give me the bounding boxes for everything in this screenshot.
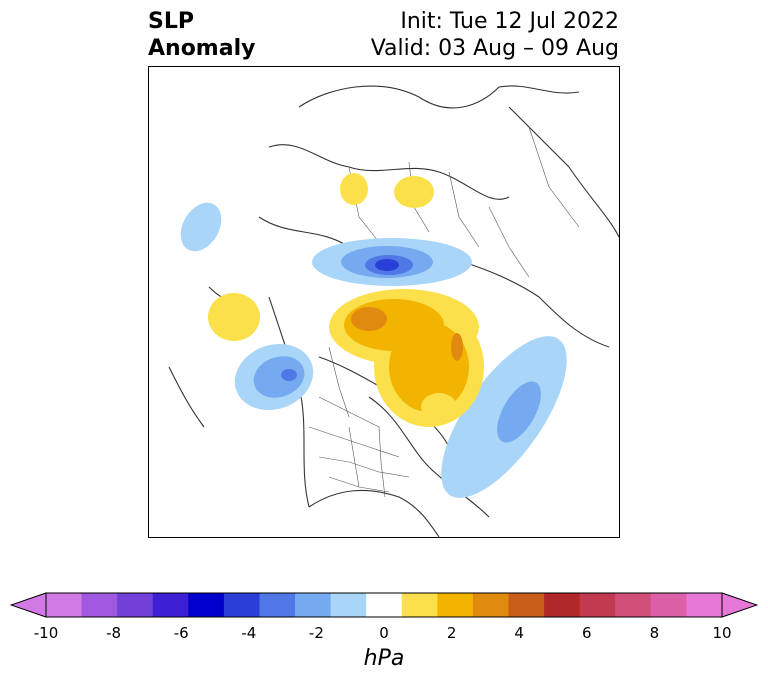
title-right: Init: Tue 12 Jul 2022 Valid: 03 Aug – 09… [371, 8, 619, 62]
colorbar-segment [366, 593, 403, 617]
valid-range: Valid: 03 Aug – 09 Aug [370, 36, 619, 61]
colorbar-tick-label: 8 [649, 624, 660, 642]
colorbar-segment [615, 593, 652, 617]
colorbar-segment [117, 593, 154, 617]
positive-anomalies [208, 173, 484, 427]
colorbar-segment [544, 593, 581, 617]
colorbar-segment [401, 593, 438, 617]
colorbar-tick-label: 2 [446, 624, 457, 642]
colorbar-tick-label: 6 [582, 624, 592, 642]
variable-name: SLP [148, 9, 194, 34]
colorbar-segment [508, 593, 545, 617]
init-date: Init: Tue 12 Jul 2022 [400, 9, 619, 34]
colorbar-segment [223, 593, 260, 617]
map-svg [168, 85, 619, 537]
colorbar-segment [295, 593, 332, 617]
colorbar-tick-label: -6 [173, 624, 189, 642]
colorbar-segment [330, 593, 367, 617]
anomaly-map [148, 66, 620, 538]
colorbar-segment [259, 593, 296, 617]
colorbar-segment [152, 593, 189, 617]
colorbar-tick-label: 0 [379, 624, 389, 642]
colorbar-border [45, 592, 723, 618]
colorbar-segment [46, 593, 83, 617]
colorbar-segment [81, 593, 118, 617]
colorbar-tick-label: -4 [241, 624, 257, 642]
colorbar-segment [650, 593, 687, 617]
colorbar-tick-label: -8 [106, 624, 122, 642]
colorbar-segment [686, 593, 723, 617]
colorbar-segment [437, 593, 474, 617]
colorbar [10, 592, 758, 618]
colorbar-segment [472, 593, 510, 617]
colorbar-tick-label: -2 [308, 624, 324, 642]
colorbar-segment [188, 593, 225, 617]
colorbar-tick-label: -10 [33, 624, 59, 642]
colorbar-segment [579, 593, 616, 617]
colorbar-extend-low [10, 592, 47, 618]
colorbar-tick-label: 4 [514, 624, 524, 642]
variable-qualifier: Anomaly [148, 36, 256, 61]
colorbar-extend-high [721, 592, 758, 618]
negative-anomalies [180, 202, 567, 498]
colorbar-units: hPa [363, 646, 405, 671]
colorbar-tick-label: 10 [712, 624, 732, 642]
title-left: SLP Anomaly [148, 8, 255, 62]
